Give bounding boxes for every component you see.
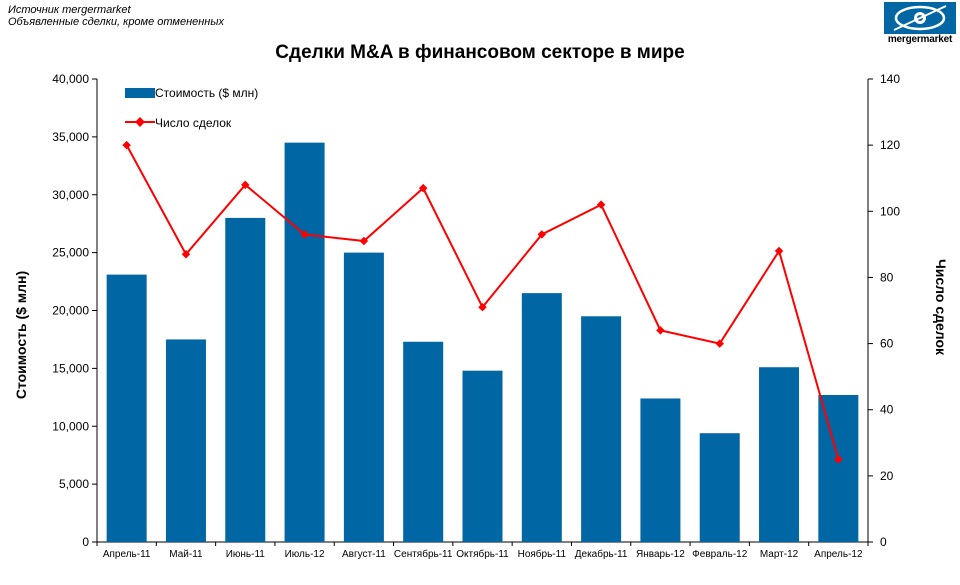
- left-tick-label: 15,000: [52, 361, 89, 375]
- mergermarket-logo-icon: [884, 2, 956, 34]
- bar: [403, 341, 444, 542]
- line-point: [715, 339, 724, 348]
- bar: [284, 142, 325, 542]
- bar: [343, 252, 384, 542]
- bar: [225, 217, 266, 542]
- x-tick-label: Октябрь-11: [456, 548, 509, 560]
- x-tick-label: Апрель-11: [103, 549, 151, 560]
- legend-bar-label: Стоимость ($ млн): [155, 86, 258, 100]
- logo-text: mergermarket: [887, 34, 953, 45]
- x-tick-label: Ноябрь-11: [518, 548, 567, 560]
- legend-line-marker: [135, 117, 145, 127]
- right-tick-label: 60: [880, 337, 894, 351]
- left-axis-ticks: 0 5,000 10,000 15,000 20,000 25,000 30,000 35,0…: [52, 72, 97, 549]
- x-tick-label: Январь-12: [636, 549, 685, 560]
- bar: [106, 274, 147, 542]
- line-point: [478, 302, 487, 312]
- bar: [818, 394, 859, 542]
- right-axis-ticks: 0 20 40 60 80 100 120 140: [868, 72, 900, 549]
- line-point: [359, 236, 369, 246]
- line-point: [122, 140, 131, 150]
- x-tick-label: Апрель-12: [814, 549, 863, 560]
- right-tick-label: 40: [880, 403, 894, 417]
- line-point: [241, 180, 250, 190]
- bar: [521, 293, 562, 542]
- left-tick-label: 0: [82, 535, 89, 549]
- x-tick-label: Июнь-11: [226, 549, 266, 560]
- bar: [165, 339, 206, 542]
- right-tick-label: 20: [880, 469, 894, 483]
- line-point: [300, 230, 309, 239]
- x-tick-label: Август-11: [342, 549, 386, 560]
- left-tick-label: 10,000: [52, 419, 89, 433]
- bar: [640, 398, 681, 542]
- source-line: Источник mergermarket: [8, 4, 131, 16]
- x-tick-label: Июль-12: [285, 549, 325, 560]
- right-tick-label: 120: [880, 138, 900, 152]
- left-tick-label: 20,000: [52, 304, 89, 318]
- right-tick-label: 80: [880, 270, 894, 284]
- x-axis-ticks: Апрель-11 Май-11 Июнь-11 Июль-12 Август-11 Се…: [96, 542, 869, 560]
- bar: [699, 433, 740, 542]
- line-point: [656, 326, 665, 335]
- bar: [581, 316, 622, 542]
- x-tick-label: Май-11: [169, 549, 203, 560]
- x-tick-label: Сентябрь-11: [394, 548, 453, 560]
- legend-bar-swatch: [125, 88, 155, 98]
- line-series: [122, 140, 843, 464]
- left-tick-label: 30,000: [52, 188, 89, 202]
- line-point: [834, 455, 843, 464]
- x-tick-label: Декабрь-11: [575, 548, 628, 560]
- bar: [462, 370, 503, 542]
- left-tick-label: 5,000: [59, 477, 89, 491]
- x-tick-label: Февраль-12: [692, 549, 748, 560]
- right-tick-label: 0: [880, 535, 887, 549]
- legend-line-label: Число сделок: [155, 116, 232, 130]
- chart-title: Сделки M&A в финансовом секторе в мире: [275, 42, 685, 63]
- line-point: [596, 200, 606, 209]
- right-axis-title: Число сделок: [933, 259, 949, 356]
- left-axis-title: Стоимость ($ млн): [13, 271, 29, 399]
- line-point: [418, 183, 428, 193]
- line-point: [181, 250, 191, 259]
- x-tick-label: Март-12: [760, 549, 799, 560]
- source-note: Объявленные сделки, кроме отмененных: [8, 16, 224, 28]
- left-tick-label: 25,000: [52, 246, 89, 260]
- right-tick-label: 100: [880, 204, 900, 218]
- left-tick-label: 40,000: [52, 72, 89, 86]
- bar: [759, 367, 800, 542]
- bar-series: [106, 142, 859, 542]
- left-tick-label: 35,000: [52, 130, 89, 144]
- right-tick-label: 140: [880, 72, 900, 86]
- legend: Стоимость ($ млн) Число сделок: [125, 86, 258, 130]
